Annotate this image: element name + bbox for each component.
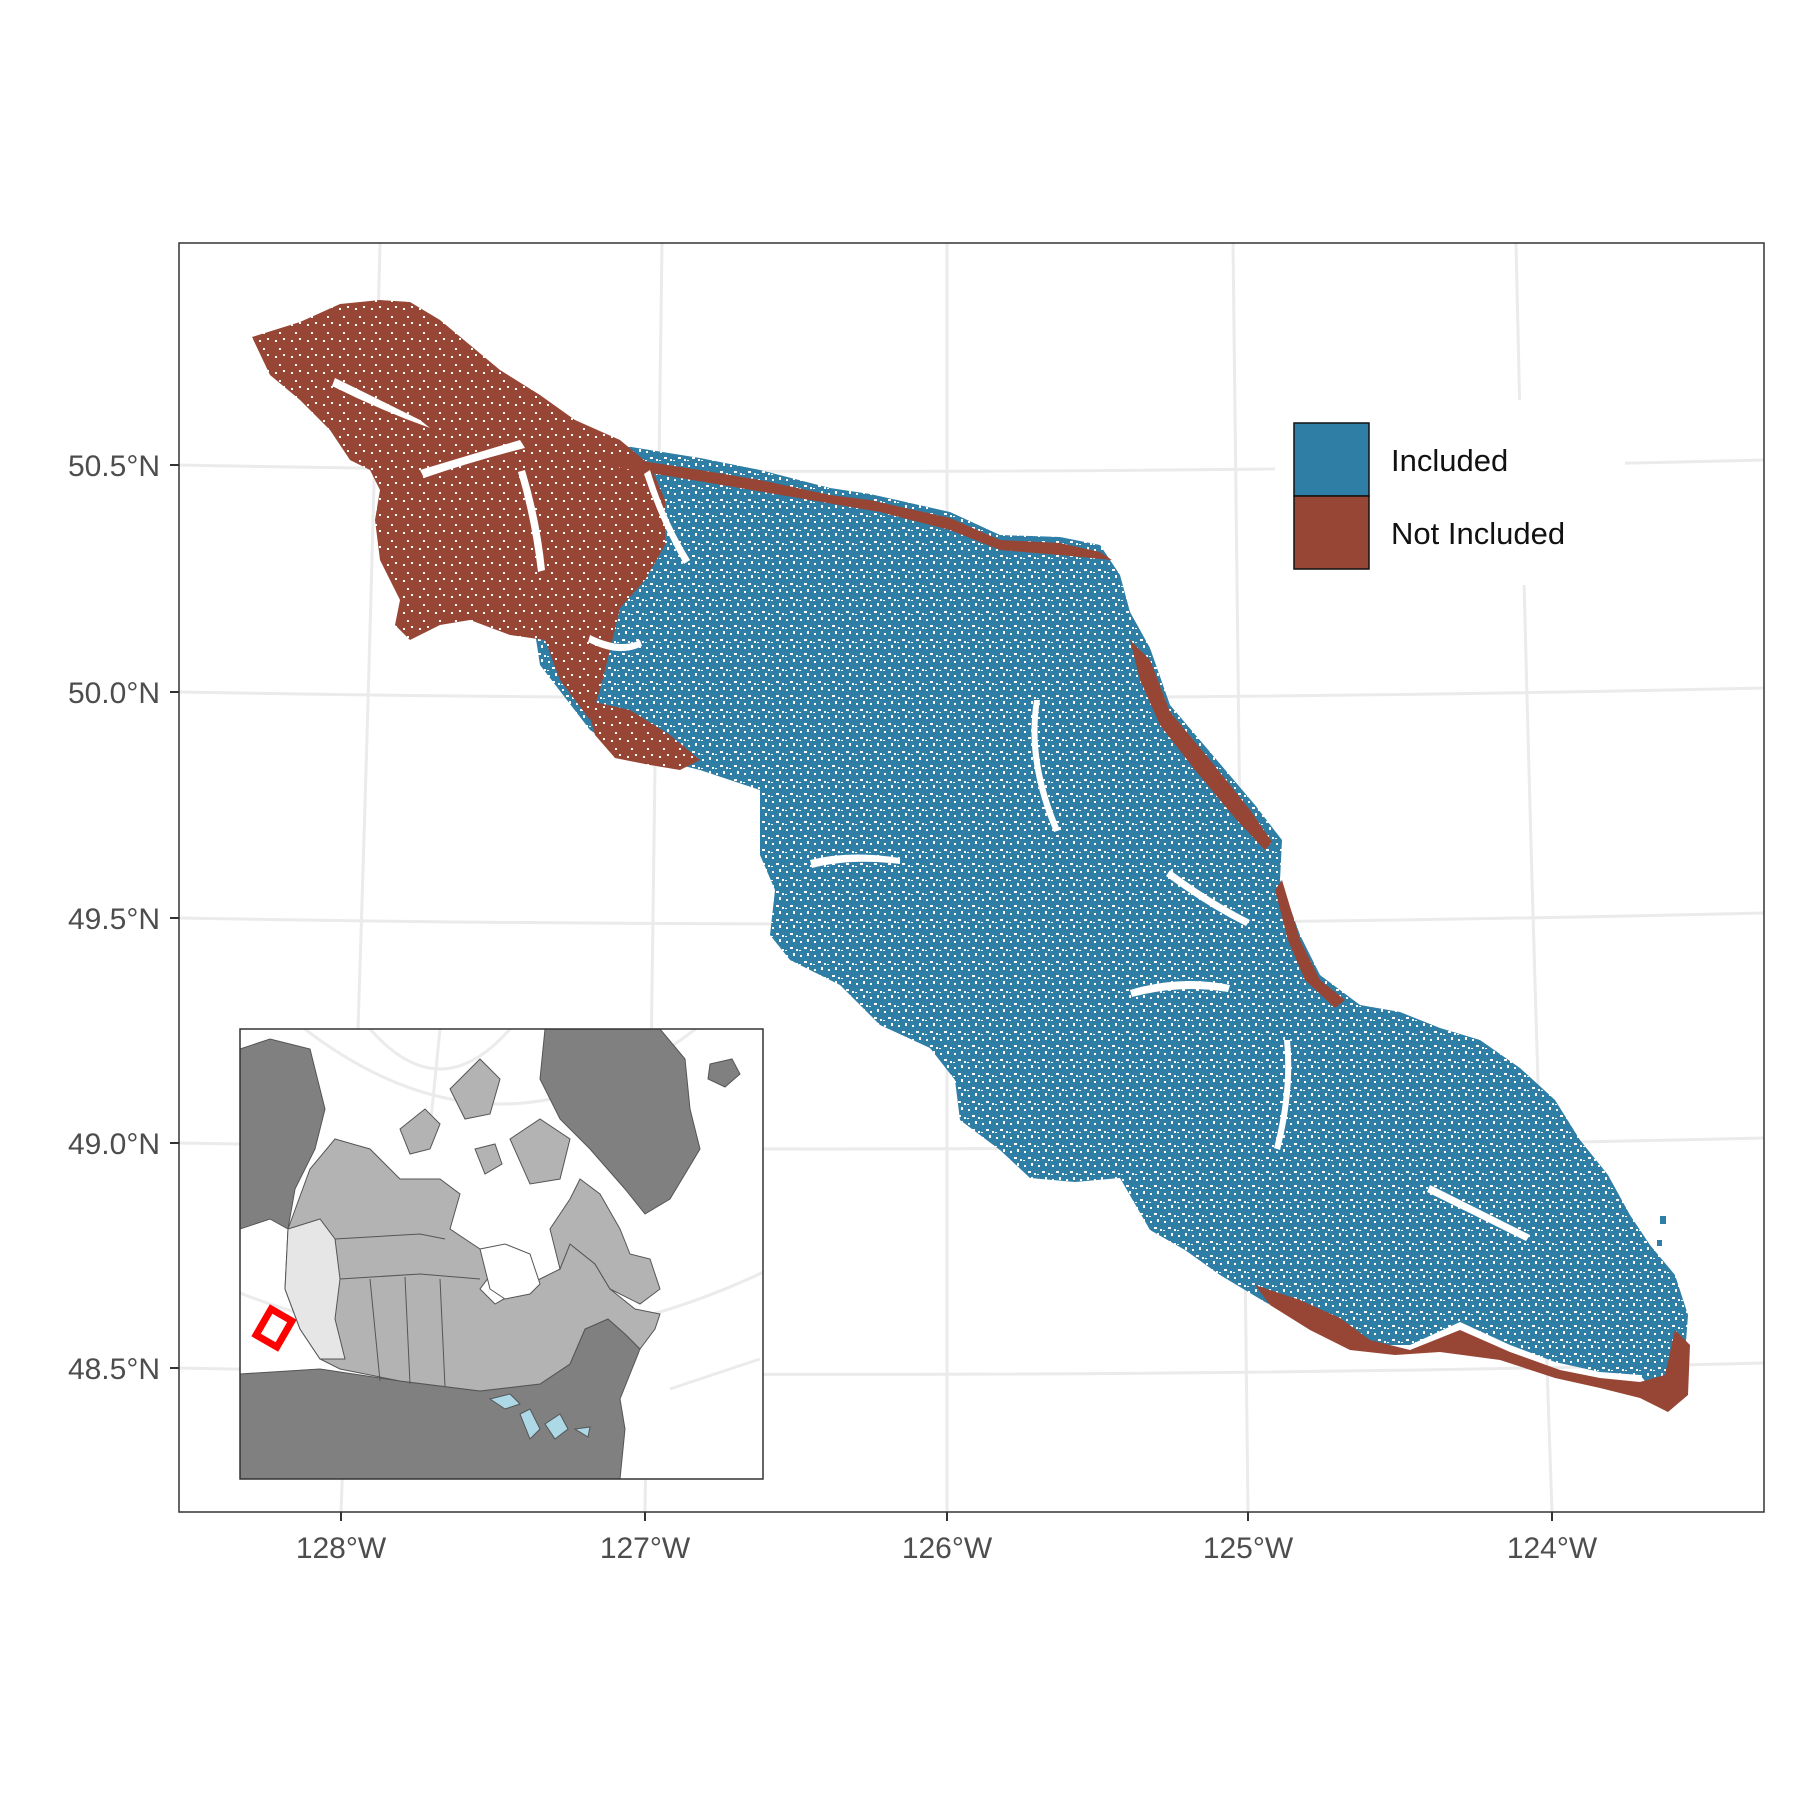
y-tick-label: 50.5°N: [68, 450, 160, 483]
east-coast-not-included-2: [1275, 880, 1345, 1008]
east-coast-not-included: [1130, 640, 1272, 850]
small-island: [1660, 1216, 1666, 1224]
inset-border: [239, 1028, 764, 1480]
panel-border: [178, 242, 1765, 1513]
study-area-box: [251, 1304, 297, 1352]
x-tick-label: 126°W: [902, 1532, 993, 1565]
y-tick-label: 48.5°N: [68, 1353, 160, 1386]
y-axis: 50.5°N 50.0°N 49.5°N 49.0°N 48.5°N: [68, 450, 179, 1386]
legend-key-included: [1293, 422, 1370, 497]
x-tick-label: 128°W: [296, 1532, 387, 1565]
legend-label-not-included: Not Included: [1391, 516, 1565, 551]
x-tick-label: 125°W: [1203, 1532, 1294, 1565]
inlets: [332, 378, 1530, 1241]
y-tick-label: 50.0°N: [68, 677, 160, 710]
legend-label-included: Included: [1391, 443, 1508, 478]
legend: Included Not Included: [1275, 400, 1625, 585]
small-island: [1657, 1240, 1662, 1246]
y-tick-label: 49.0°N: [68, 1128, 160, 1161]
x-axis: 128°W 127°W 126°W 125°W 124°W: [296, 1512, 1598, 1565]
x-tick-label: 124°W: [1507, 1532, 1598, 1565]
south-coast-not-included: [1255, 1285, 1690, 1412]
west-inlet-not-included: [585, 700, 700, 770]
legend-key-not-included: [1293, 495, 1370, 570]
northeast-coast-not-included: [610, 456, 1112, 560]
northwest-not-included: [252, 300, 665, 720]
inset-locator-map: [239, 1028, 764, 1480]
x-tick-label: 127°W: [600, 1532, 691, 1565]
vancouver-island-included: [520, 442, 1688, 1405]
y-tick-label: 49.5°N: [68, 903, 160, 936]
